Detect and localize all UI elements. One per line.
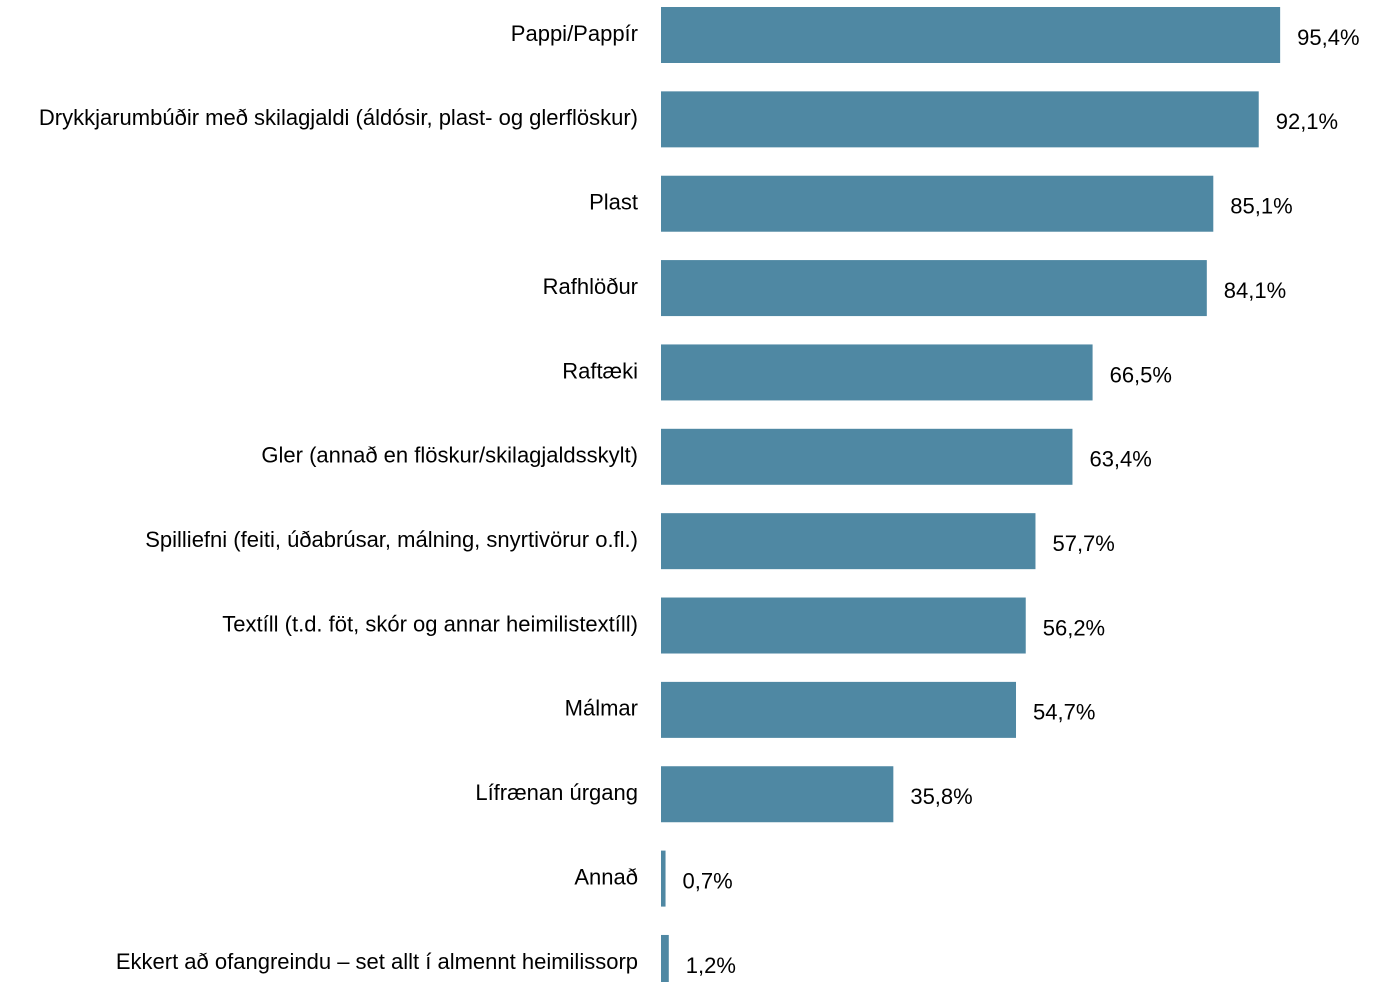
bar [661, 597, 1026, 654]
bar [661, 7, 1281, 63]
category-label: Raftæki [562, 358, 638, 383]
value-label: 54,7% [1033, 700, 1095, 725]
category-label: Pappi/Pappír [511, 21, 638, 46]
bar [661, 91, 1259, 148]
value-label: 85,1% [1230, 194, 1292, 219]
value-label: 92,1% [1276, 109, 1338, 134]
value-label: 57,7% [1052, 531, 1114, 556]
value-label: 84,1% [1224, 278, 1286, 303]
value-label: 63,4% [1089, 447, 1151, 472]
category-label: Ekkert að ofangreindu – set allt í almen… [116, 949, 638, 974]
bar [661, 766, 894, 823]
category-label: Lífrænan úrgang [475, 780, 638, 805]
category-label: Rafhlöður [543, 274, 638, 299]
value-label: 1,2% [686, 953, 736, 978]
bar [661, 513, 1036, 570]
category-label: Gler (annað en flöskur/skilagjaldsskylt) [261, 443, 638, 468]
value-label: 56,2% [1043, 615, 1105, 640]
value-label: 66,5% [1110, 362, 1172, 387]
bar [661, 260, 1207, 317]
category-label: Spilliefni (feiti, úðabrúsar, málning, s… [145, 527, 638, 552]
bar [661, 934, 669, 982]
category-label: Plast [589, 190, 638, 215]
value-label: 95,4% [1297, 25, 1359, 50]
category-label: Málmar [565, 696, 638, 721]
bar [661, 428, 1073, 485]
category-label: Textíll (t.d. föt, skór og annar heimili… [222, 611, 638, 636]
bar [661, 175, 1214, 232]
value-label: 35,8% [910, 784, 972, 809]
value-label: 0,7% [683, 868, 733, 893]
bar [661, 344, 1093, 401]
category-label: Drykkjarumbúðir með skilagjaldi (áldósir… [39, 105, 638, 130]
bar [661, 681, 1017, 738]
bar [661, 850, 666, 907]
category-label: Annað [574, 864, 638, 889]
